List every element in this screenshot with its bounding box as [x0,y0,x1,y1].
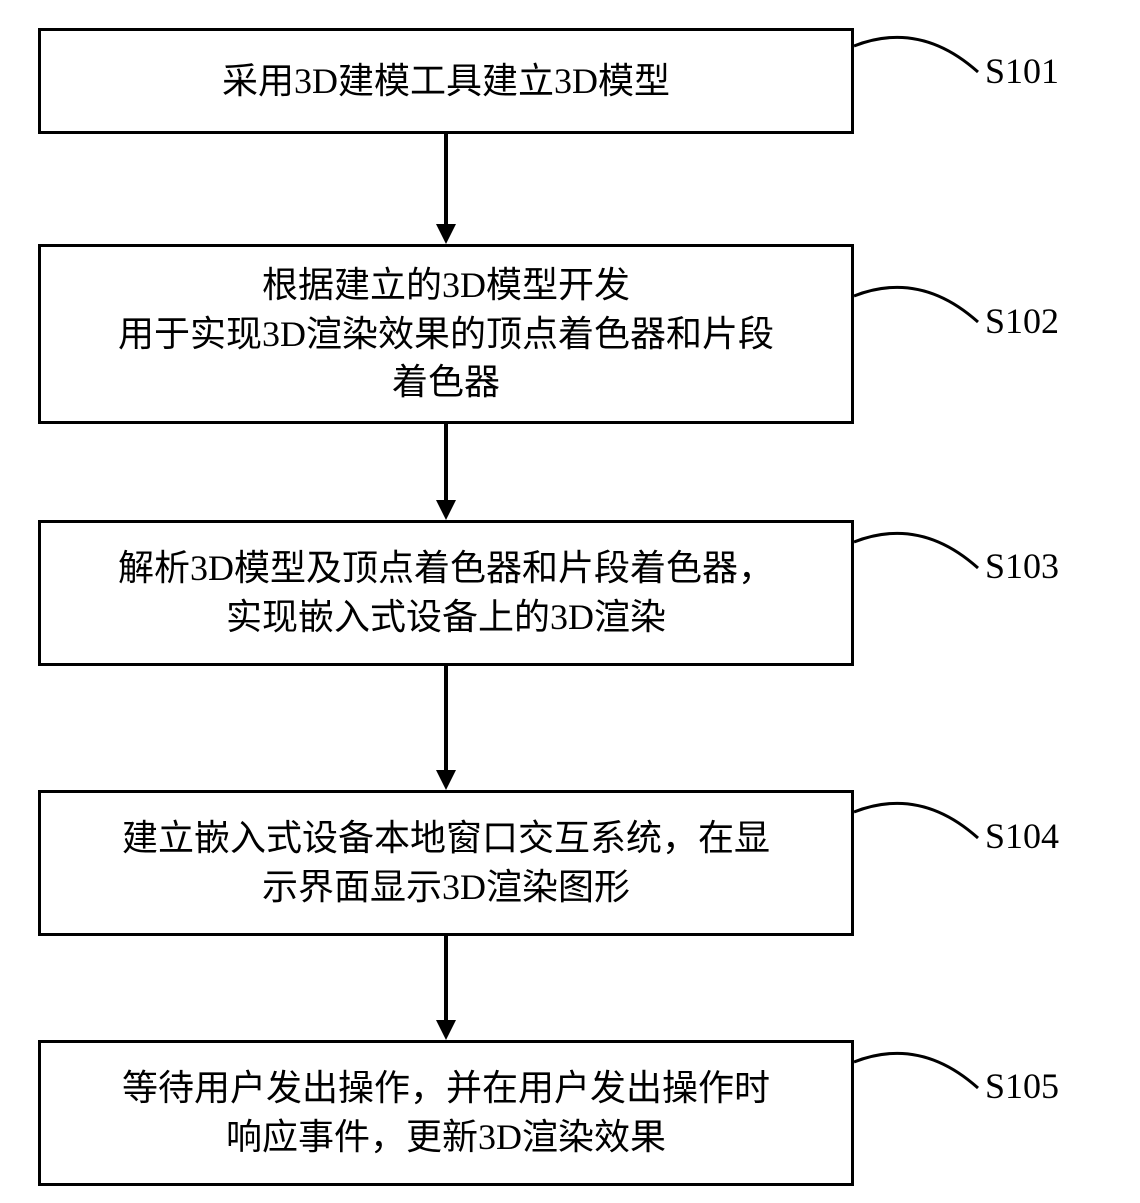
flow-node-5: 等待用户发出操作，并在用户发出操作时 响应事件，更新3D渲染效果 [38,1040,854,1186]
arrow-line [444,424,448,502]
label-connector-1 [849,15,983,77]
flow-node-4: 建立嵌入式设备本地窗口交互系统，在显 示界面显示3D渲染图形 [38,790,854,936]
flow-node-text: 根据建立的3D模型开发 用于实现3D渲染效果的顶点着色器和片段 着色器 [118,261,774,407]
flow-arrow-3 [444,666,448,790]
flow-node-text: 建立嵌入式设备本地窗口交互系统，在显 示界面显示3D渲染图形 [122,814,770,911]
arrow-head-icon [436,224,456,244]
flow-node-text: 采用3D建模工具建立3D模型 [222,57,670,106]
flow-node-label-2: S102 [985,300,1059,342]
label-connector-5 [849,1031,983,1093]
flow-node-label-3: S103 [985,545,1059,587]
flow-node-1: 采用3D建模工具建立3D模型 [38,28,854,134]
flow-arrow-2 [444,424,448,520]
label-connector-2 [849,265,983,327]
flow-arrow-4 [444,936,448,1040]
flow-node-3: 解析3D模型及顶点着色器和片段着色器， 实现嵌入式设备上的3D渲染 [38,520,854,666]
flow-node-2: 根据建立的3D模型开发 用于实现3D渲染效果的顶点着色器和片段 着色器 [38,244,854,424]
arrow-line [444,666,448,772]
arrow-head-icon [436,1020,456,1040]
label-connector-4 [849,781,983,843]
flow-node-label-5: S105 [985,1065,1059,1107]
flow-node-text: 解析3D模型及顶点着色器和片段着色器， 实现嵌入式设备上的3D渲染 [118,544,774,641]
flow-node-text: 等待用户发出操作，并在用户发出操作时 响应事件，更新3D渲染效果 [122,1064,770,1161]
arrow-head-icon [436,770,456,790]
flow-arrow-1 [444,134,448,244]
arrow-line [444,936,448,1022]
flow-node-label-4: S104 [985,815,1059,857]
label-connector-3 [849,511,983,573]
arrow-line [444,134,448,226]
flow-node-label-1: S101 [985,50,1059,92]
arrow-head-icon [436,500,456,520]
